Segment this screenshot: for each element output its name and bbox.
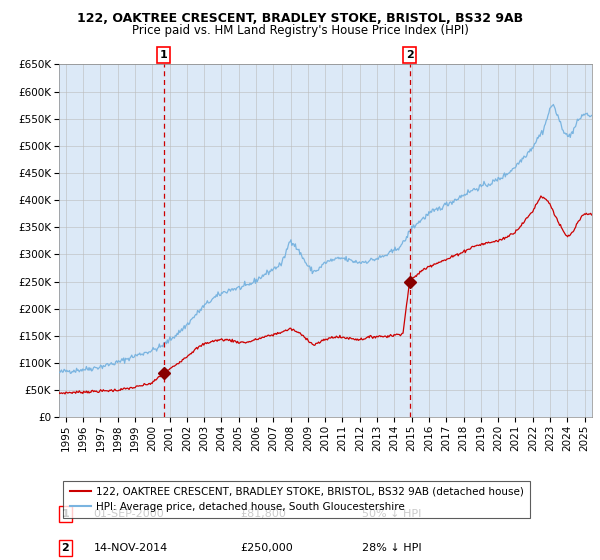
Text: 1: 1 bbox=[160, 50, 167, 60]
Text: 01-SEP-2000: 01-SEP-2000 bbox=[94, 509, 164, 519]
Text: Price paid vs. HM Land Registry's House Price Index (HPI): Price paid vs. HM Land Registry's House … bbox=[131, 24, 469, 36]
Text: £250,000: £250,000 bbox=[240, 543, 293, 553]
Text: 2: 2 bbox=[61, 543, 69, 553]
Text: 2: 2 bbox=[406, 50, 413, 60]
Text: £81,800: £81,800 bbox=[240, 509, 286, 519]
Legend: 122, OAKTREE CRESCENT, BRADLEY STOKE, BRISTOL, BS32 9AB (detached house), HPI: A: 122, OAKTREE CRESCENT, BRADLEY STOKE, BR… bbox=[64, 480, 530, 519]
Text: 1: 1 bbox=[61, 509, 69, 519]
Text: 50% ↓ HPI: 50% ↓ HPI bbox=[362, 509, 422, 519]
Text: 122, OAKTREE CRESCENT, BRADLEY STOKE, BRISTOL, BS32 9AB: 122, OAKTREE CRESCENT, BRADLEY STOKE, BR… bbox=[77, 12, 523, 25]
Text: 14-NOV-2014: 14-NOV-2014 bbox=[94, 543, 167, 553]
Text: 28% ↓ HPI: 28% ↓ HPI bbox=[362, 543, 422, 553]
